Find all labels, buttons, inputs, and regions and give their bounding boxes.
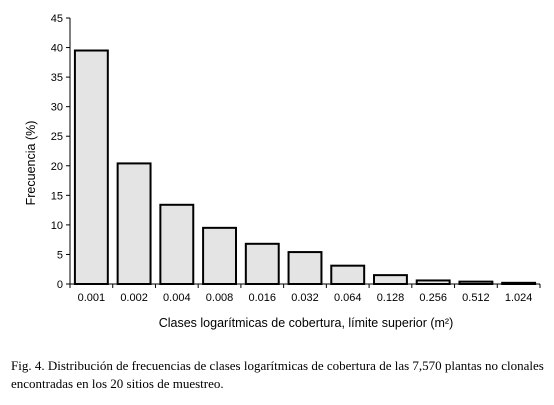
x-tick-label-1: 0.002 [120,292,148,304]
figure-caption: Fig. 4. Distribución de frecuencias de c… [11,358,544,391]
x-tick-label-3: 0.008 [206,292,234,304]
bar-1 [116,162,152,285]
x-axis-ticks: 0.001 0.002 0.004 0.008 0.016 0.032 0.064 0.128… [69,284,541,304]
x-tick-label-5: 0.032 [291,292,319,304]
x-tick-label-6: 0.064 [334,292,362,304]
bar-3 [202,226,237,286]
bars [73,49,537,286]
y-axis-title: Frecuencia (%) [24,121,38,206]
bar-4 [244,242,280,285]
bar-0 [73,49,109,286]
x-tick-label-2: 0.004 [163,292,191,304]
x-tick-label-7: 0.128 [377,292,405,304]
bar-5 [287,251,323,286]
y-axis-ticks: 0 5 10 15 20 25 30 35 40 45 [51,13,70,291]
y-tick-label-1: 5 [57,249,63,261]
x-tick-label-4: 0.016 [249,292,277,304]
y-tick-label-8: 40 [51,43,63,55]
y-tick-label-4: 20 [51,161,63,173]
y-tick-label-5: 25 [51,131,63,143]
y-tick-label-9: 45 [51,13,63,25]
bar-2 [159,203,195,285]
x-tick-label-9: 0.512 [462,292,490,304]
x-tick-label-8: 0.256 [419,292,447,304]
x-axis-title: Clases logarítmicas de cobertura, límite… [159,316,454,330]
y-tick-label-7: 35 [51,72,63,84]
y-tick-label-2: 10 [51,220,63,232]
y-tick-label-0: 0 [57,279,63,291]
x-tick-label-10: 1.024 [505,292,533,304]
y-tick-label-3: 15 [51,190,63,202]
bar-8 [415,279,451,286]
y-tick-label-6: 30 [51,102,63,114]
x-tick-label-0: 0.001 [78,292,106,304]
bar-7 [373,274,408,285]
bar-6 [330,264,366,286]
